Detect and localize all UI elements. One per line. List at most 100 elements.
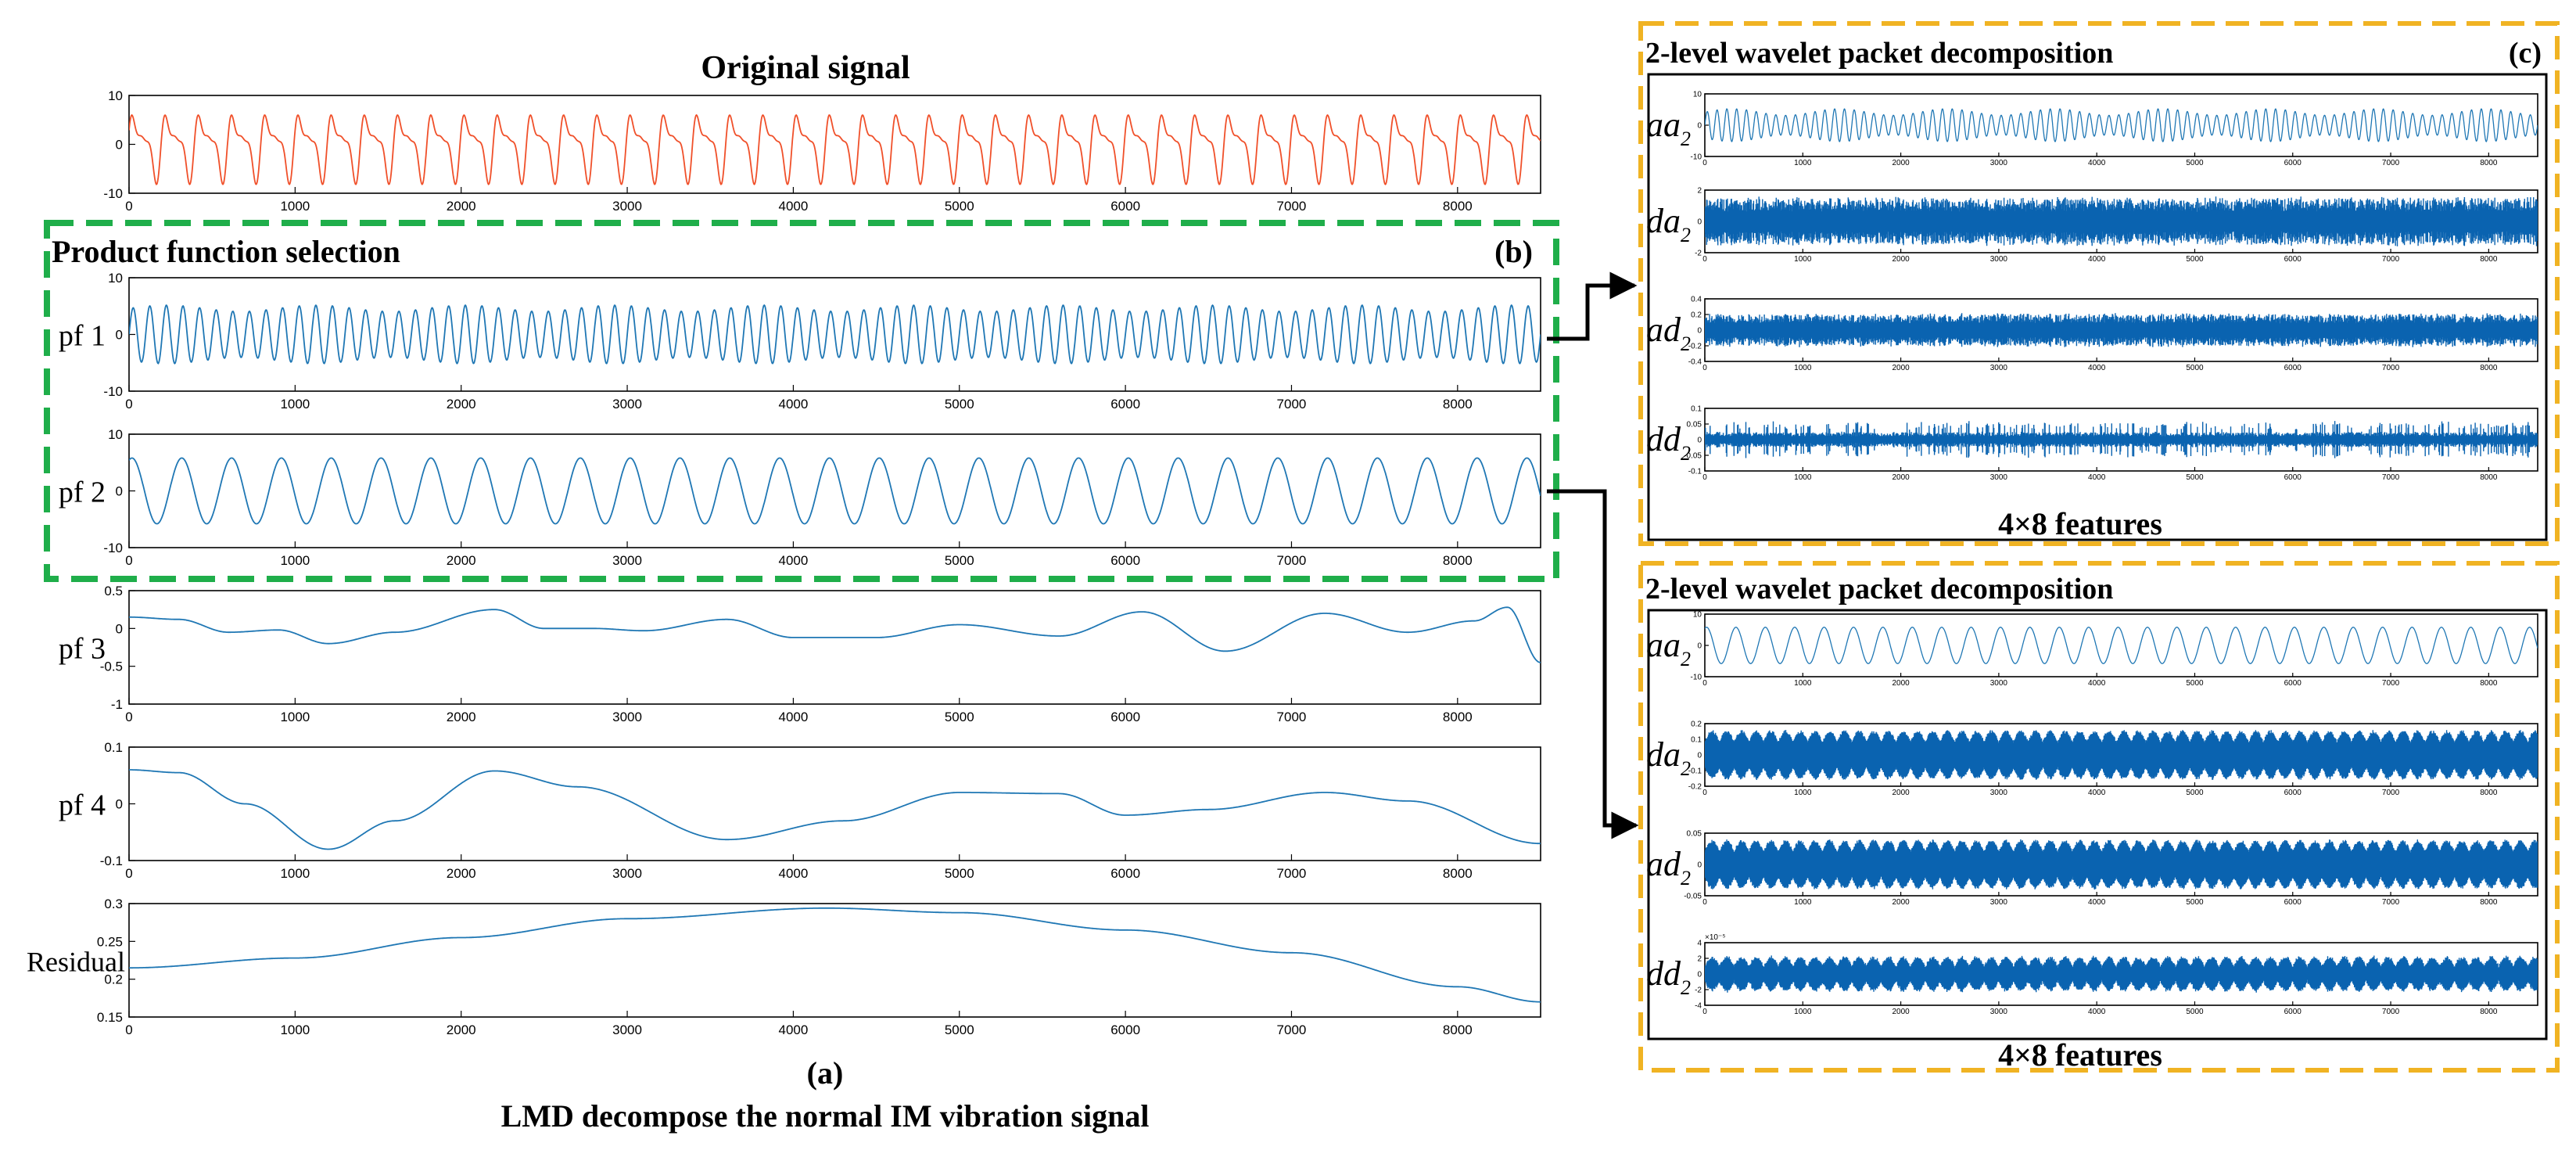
x-tick-label: 1000 — [1794, 364, 1812, 372]
y-label-subscript: 2 — [1681, 867, 1691, 889]
y-label-subscript: 2 — [1681, 442, 1691, 465]
x-tick-label: 7000 — [2382, 364, 2400, 372]
x-tick-label: 0 — [125, 553, 132, 568]
signal-band — [1705, 313, 2538, 347]
x-tick-label: 3000 — [1990, 159, 2008, 167]
x-tick-label: 5000 — [2186, 364, 2204, 372]
axes-frame — [128, 590, 1541, 705]
wavelet-box-lower — [1638, 561, 2560, 1073]
x-tick-label: 7000 — [1277, 199, 1307, 214]
x-tick-label: 5000 — [945, 866, 974, 881]
x-tick-label: 6000 — [2284, 679, 2302, 688]
y-tick-label: 0.05 — [1687, 830, 1702, 839]
x-tick-label: 7000 — [1277, 397, 1307, 411]
x-tick-label: 2000 — [447, 553, 476, 568]
signal-line — [1705, 627, 2538, 664]
x-tick-label: 3000 — [1990, 1008, 2008, 1016]
x-tick-label: 3000 — [612, 199, 642, 214]
signal-line — [129, 113, 1541, 185]
y-label: pf 2 — [59, 476, 106, 509]
x-tick-label: 4000 — [778, 553, 808, 568]
x-tick-label: 4000 — [2088, 898, 2106, 907]
x-tick-label: 4000 — [2088, 789, 2106, 797]
x-tick-label: 7000 — [2382, 789, 2400, 797]
caption-label: (a) — [807, 1055, 844, 1091]
x-tick-label: 6000 — [1110, 1022, 1140, 1037]
x-tick-label: 8000 — [2480, 255, 2498, 264]
x-tick-label: 8000 — [2480, 789, 2498, 797]
y-tick-label: -10 — [1691, 153, 1702, 162]
x-tick-label: 2000 — [1892, 473, 1910, 482]
original-signal-title: Original signal — [701, 50, 909, 86]
y-tick-label: 2 — [1697, 187, 1702, 196]
y-tick-label: 0 — [116, 483, 123, 498]
chart-pf2: 0 1000 2000 3000 4000 5000 6000 7000 8000100-10p… — [59, 427, 1541, 568]
y-tick-label: -0.1 — [1688, 767, 1702, 776]
x-tick-label: 6000 — [1110, 397, 1140, 411]
y-tick-label: 0.05 — [1687, 421, 1702, 429]
y-label: dd2 — [1646, 420, 1691, 465]
x-tick-label: 3000 — [1990, 364, 2008, 372]
y-tick-label: -2 — [1695, 986, 1702, 995]
signal-band — [1705, 730, 2538, 780]
x-tick-label: 6000 — [2284, 159, 2302, 167]
y-label: Residual — [27, 947, 125, 978]
chart-c_ad: 0 1000 2000 3000 4000 5000 6000 7000 8000 0.4 0.2 0… — [1646, 296, 2538, 372]
y-tick-label: -10 — [1691, 674, 1702, 682]
y-tick-label: 0.15 — [97, 1010, 123, 1025]
y-tick-label: -10 — [103, 541, 123, 555]
y-tick-label: -0.1 — [100, 854, 123, 868]
x-tick-label: 1000 — [1794, 473, 1812, 482]
arrow-pf2-to-lower — [1547, 489, 1639, 839]
y-label-subscript: 2 — [1681, 128, 1691, 150]
y-tick-label: 0 — [1697, 218, 1702, 227]
x-tick-label: 8000 — [2480, 159, 2498, 167]
chart-pf1: 0 1000 2000 3000 4000 5000 6000 7000 8000100-10p… — [59, 271, 1541, 411]
axes-frame — [128, 433, 1541, 548]
x-tick-label: 0 — [125, 397, 132, 411]
y-tick-label: 0.5 — [104, 584, 123, 598]
x-tick-label: 2000 — [1892, 898, 1910, 907]
wavelet-panel-frame-upper — [1647, 73, 2548, 541]
x-tick-label: 1000 — [1794, 1008, 1812, 1016]
y-tick-label: -0.05 — [1684, 893, 1702, 901]
y-tick-label: 0 — [1697, 642, 1702, 651]
product-function-selection-box — [44, 220, 1559, 582]
y-tick-label: -0.5 — [100, 659, 123, 674]
y-tick-label: -0.2 — [1688, 343, 1702, 351]
x-tick-label: 4000 — [2088, 159, 2106, 167]
x-tick-label: 5000 — [2186, 789, 2204, 797]
y-label: aa2 — [1646, 106, 1691, 150]
y-tick-label: -1 — [111, 697, 123, 712]
x-tick-label: 5000 — [2186, 1008, 2204, 1016]
x-tick-label: 1000 — [280, 866, 310, 881]
y-label: da2 — [1646, 735, 1691, 780]
x-tick-label: 5000 — [945, 397, 974, 411]
x-tick-label: 1000 — [1794, 255, 1812, 264]
x-tick-label: 1000 — [280, 1022, 310, 1037]
features-label-upper: 4×8 features — [1998, 506, 2162, 541]
box-b-label: (b) — [1494, 234, 1533, 269]
y-tick-label: 10 — [1693, 91, 1702, 99]
x-tick-label: 0 — [1702, 898, 1707, 907]
y-tick-label: 0.4 — [1691, 296, 1702, 304]
chart-residual: 0 1000 2000 3000 4000 5000 6000 7000 8000 0.3 0.25… — [27, 897, 1541, 1037]
x-tick-label: 3000 — [612, 866, 642, 881]
y-tick-label: 10 — [108, 88, 123, 103]
x-tick-label: 7000 — [2382, 255, 2400, 264]
x-tick-label: 0 — [125, 710, 132, 724]
y-tick-label: 0 — [1697, 971, 1702, 979]
x-tick-label: 7000 — [2382, 898, 2400, 907]
signal-line — [129, 769, 1541, 850]
x-tick-label: 1000 — [280, 710, 310, 724]
x-tick-label: 2000 — [1892, 1008, 1910, 1016]
x-tick-label: 7000 — [2382, 1008, 2400, 1016]
x-tick-label: 1000 — [280, 397, 310, 411]
x-tick-label: 7000 — [2382, 679, 2400, 688]
y-label: ad2 — [1646, 311, 1691, 355]
x-tick-label: 5000 — [945, 199, 974, 214]
y-tick-label: -4 — [1695, 1002, 1702, 1011]
x-tick-label: 7000 — [1277, 710, 1307, 724]
signal-line — [129, 907, 1541, 1003]
y-tick-label: 0.1 — [104, 740, 123, 755]
